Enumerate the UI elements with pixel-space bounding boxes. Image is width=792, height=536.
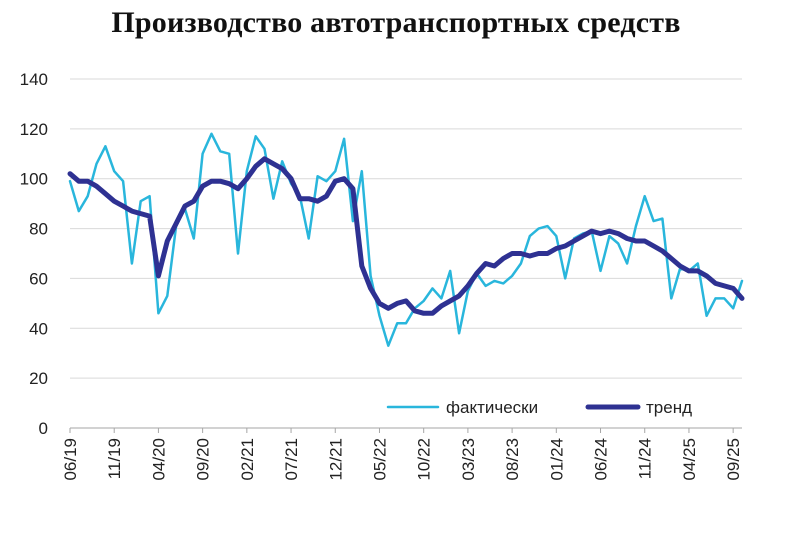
- x-tick-label: 09/20: [194, 438, 213, 481]
- x-tick-label: 06/19: [61, 438, 80, 481]
- legend: фактически тренд: [386, 398, 692, 417]
- x-tick-label: 12/21: [326, 438, 345, 481]
- series-line-trend: [67, 156, 745, 316]
- x-tick-label: 04/25: [680, 438, 699, 481]
- x-tick-label: 08/23: [503, 438, 522, 481]
- x-tick-label: 09/25: [724, 438, 743, 481]
- legend-label-actual: фактически: [446, 398, 538, 417]
- gridlines: [70, 78, 742, 379]
- x-tick-label: 03/23: [459, 438, 478, 481]
- y-tick-label: 120: [20, 120, 48, 139]
- y-tick-label: 80: [29, 220, 48, 239]
- x-tick-label: 07/21: [282, 438, 301, 481]
- y-tick-label: 20: [29, 369, 48, 388]
- y-tick-label: 140: [20, 70, 48, 89]
- y-tick-label: 60: [29, 269, 48, 288]
- chart-title: Производство автотранспортных средств: [111, 6, 681, 39]
- y-axis-ticks: 0 20 40 60 80 100 120 140: [20, 70, 48, 438]
- x-tick-label: 11/19: [105, 438, 124, 479]
- x-tick-label: 01/24: [547, 438, 566, 481]
- x-tick-label: 05/22: [370, 438, 389, 481]
- series-lines: [67, 132, 745, 347]
- y-tick-label: 40: [29, 319, 48, 338]
- y-tick-label: 0: [39, 419, 48, 438]
- legend-label-trend: тренд: [646, 398, 692, 417]
- y-tick-label: 100: [20, 170, 48, 189]
- x-axis-ticks: 06/19 11/19 04/20 09/20 02/21 07/21 12/21 05/22…: [61, 428, 743, 481]
- x-tick-label: 04/20: [149, 438, 168, 481]
- x-tick-label: 11/24: [636, 438, 655, 479]
- x-tick-label: 06/24: [592, 438, 611, 481]
- x-tick-label: 02/21: [238, 438, 257, 481]
- x-tick-label: 10/22: [415, 438, 434, 481]
